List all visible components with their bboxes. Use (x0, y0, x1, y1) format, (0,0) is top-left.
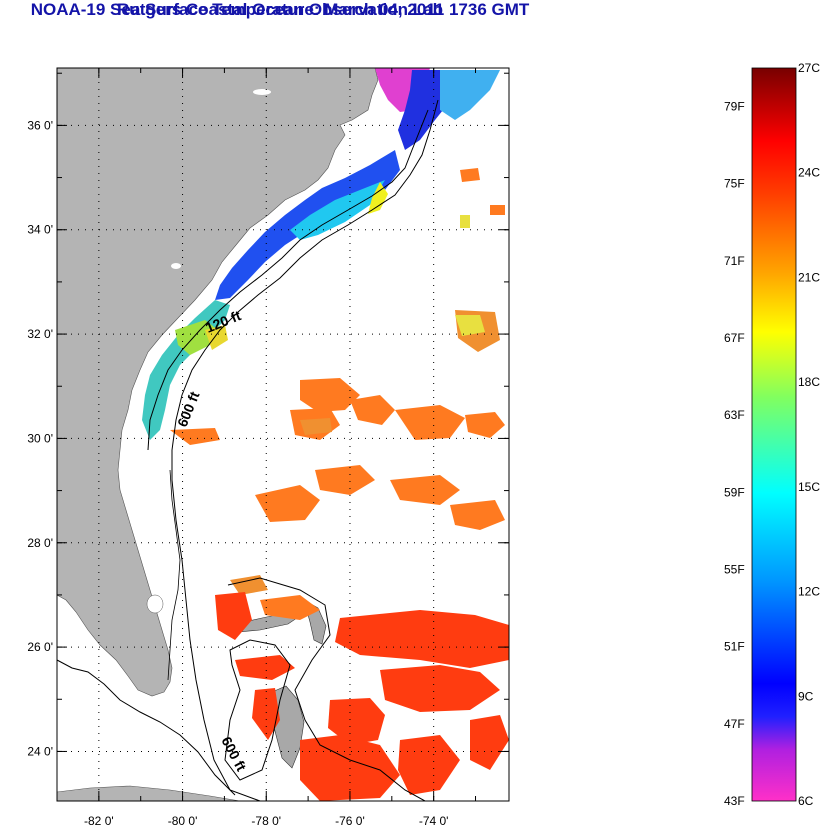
lat-tick-label: 34 0' (27, 223, 53, 237)
colorbar-f-label: 67F (724, 331, 745, 345)
lat-tick-label: 24 0' (27, 744, 53, 758)
inland-lake (171, 263, 181, 269)
lat-tick-label: 28 0' (27, 536, 53, 550)
colorbar-f-label: 47F (724, 717, 745, 731)
contour-bahamas-bank (224, 577, 426, 801)
sst-coastal-cyan-north (440, 70, 500, 120)
sst-yellow-patches (455, 215, 485, 336)
cuba-landmass (57, 785, 241, 801)
colorbar-f-label: 71F (724, 254, 745, 268)
inland-lake (253, 89, 271, 95)
colorbar-f-label: 55F (724, 563, 745, 577)
colorbar-f-label: 79F (724, 100, 745, 114)
colorbar-f-label: 51F (724, 640, 745, 654)
longitude-axis: -82 0' -80 0' -78 0' -76 0' -74 0' (56, 68, 477, 828)
lat-tick-label: 26 0' (27, 640, 53, 654)
colorbar-c-label: 24C (798, 166, 820, 180)
colorbar-c-label: 15C (798, 480, 820, 494)
contour-120ft (147, 109, 429, 451)
sst-warm-patches (170, 168, 505, 620)
colorbar-c-label: 27C (798, 61, 820, 75)
latitude-axis: 36 0' 34 0' 32 0' 30 0' 28 0' 26 0' 24 0' (27, 72, 509, 758)
map-subtitle: Rutgers Coastal Ocean Observation Lab (117, 0, 443, 19)
contour-keys (57, 659, 236, 796)
lat-tick-label: 30 0' (27, 431, 53, 445)
lon-tick-label: -76 0' (335, 814, 365, 828)
sst-coastal-yellow-south (205, 325, 228, 350)
colorbar-c-label: 6C (798, 794, 814, 808)
us-landmass (57, 68, 379, 697)
colorbar-f-label: 59F (724, 485, 745, 499)
lon-tick-label: -80 0' (168, 814, 198, 828)
lat-tick-label: 36 0' (27, 118, 53, 132)
colorbar-f-label: 75F (724, 177, 745, 191)
lon-tick-label: -82 0' (84, 814, 114, 828)
map-title: NOAA-19 Sea Surface Temperature: March 0… (30, 0, 530, 19)
colorbar-c-label: 18C (798, 375, 820, 389)
lon-tick-label: -78 0' (251, 814, 281, 828)
colorbar-fahrenheit-labels: 79F 75F 71F 67F 63F 59F 55F 51F 47F 43F (724, 100, 745, 808)
colorbar (751, 67, 797, 802)
lake-okeechobee (146, 594, 164, 614)
map-border (56, 67, 510, 802)
lat-tick-label: 32 0' (27, 327, 53, 341)
colorbar-c-label: 21C (798, 270, 820, 284)
lon-tick-label: -74 0' (419, 814, 449, 828)
colorbar-f-label: 63F (724, 408, 745, 422)
contour-600ft-north (171, 99, 439, 801)
colorbar-c-label: 12C (798, 585, 820, 599)
colorbar-celsius-labels: 27C 24C 21C 18C 15C 12C 9C 6C (798, 61, 820, 808)
sst-coastal-cyan-carolina (290, 180, 385, 240)
colorbar-c-label: 9C (798, 689, 814, 703)
contour-shelf-florida (167, 469, 181, 681)
colorbar-f-label: 43F (724, 794, 745, 808)
sst-coastal-yellow (368, 182, 388, 214)
